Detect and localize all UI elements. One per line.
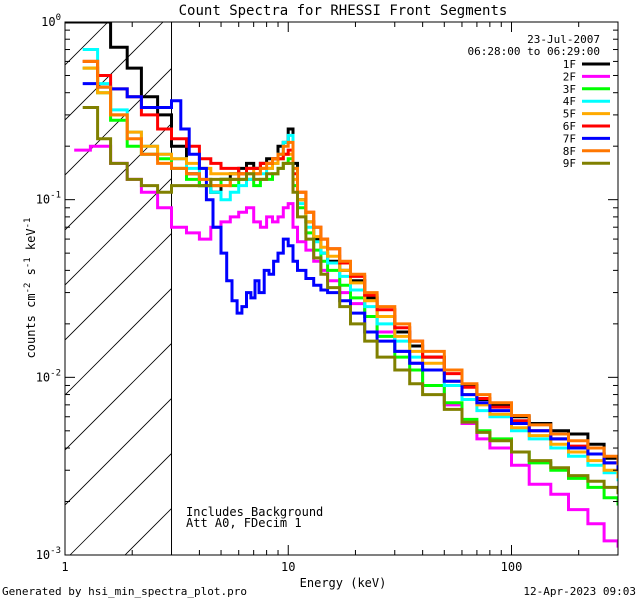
hatch-line bbox=[65, 22, 109, 66]
y-axis-label: counts cm-2 s-1 keV-1 bbox=[23, 218, 38, 359]
legend-label-2f: 2F bbox=[563, 70, 576, 83]
y-tick-label: 10-1 bbox=[36, 191, 61, 207]
annotation-background: Includes Background bbox=[186, 505, 323, 519]
hatch-line bbox=[65, 397, 172, 506]
annotation-attenuator: Att A0, FDecim 1 bbox=[186, 516, 302, 530]
legend-label-7f: 7F bbox=[563, 132, 576, 145]
series-line-8f bbox=[82, 59, 618, 466]
series-line-2f bbox=[74, 144, 618, 548]
series-group bbox=[65, 22, 618, 548]
legend-label-6f: 6F bbox=[563, 120, 576, 133]
hatch-line bbox=[65, 22, 164, 121]
series-line-1f bbox=[65, 22, 618, 476]
legend-label-1f: 1F bbox=[563, 58, 576, 71]
series-line-9f bbox=[82, 106, 618, 495]
series-line-7f bbox=[82, 82, 618, 471]
legend-label-5f: 5F bbox=[563, 108, 576, 121]
chart-title: Count Spectra for RHESSI Front Segments bbox=[179, 3, 508, 19]
legend-label-4f: 4F bbox=[563, 95, 576, 108]
hatch-line bbox=[69, 452, 172, 555]
series-line-5f bbox=[82, 66, 618, 479]
footer-generated-by: Generated by hsi_min_spectra_plot.pro bbox=[2, 585, 247, 598]
date-label: 23-Jul-2007 bbox=[527, 33, 600, 46]
legend-label-3f: 3F bbox=[563, 83, 576, 96]
x-tick-label: 1 bbox=[61, 560, 68, 574]
legend-label-9f: 9F bbox=[563, 157, 576, 170]
hatch-line bbox=[65, 122, 172, 231]
y-tick-label: 10-2 bbox=[36, 368, 61, 384]
x-tick-label: 100 bbox=[501, 560, 523, 574]
x-axis-label: Energy (keV) bbox=[300, 576, 387, 590]
x-tick-label: 10 bbox=[281, 560, 295, 574]
legend-label-8f: 8F bbox=[563, 145, 576, 158]
plot-frame bbox=[64, 21, 619, 556]
y-tick-label: 10-3 bbox=[36, 546, 61, 562]
hatch-line bbox=[65, 177, 172, 286]
hatched-region bbox=[65, 0, 640, 555]
time-range-label: 06:28:00 to 06:29:00 bbox=[468, 45, 600, 58]
hatch-line bbox=[65, 232, 172, 341]
axes: 1 10 100 100 10-1 10-2 10-3 bbox=[36, 13, 618, 574]
hatch-line bbox=[65, 287, 172, 396]
footer-timestamp: 12-Apr-2023 09:03 bbox=[523, 585, 636, 598]
y-tick-label: 100 bbox=[41, 13, 61, 29]
hatch-line bbox=[235, 0, 640, 555]
